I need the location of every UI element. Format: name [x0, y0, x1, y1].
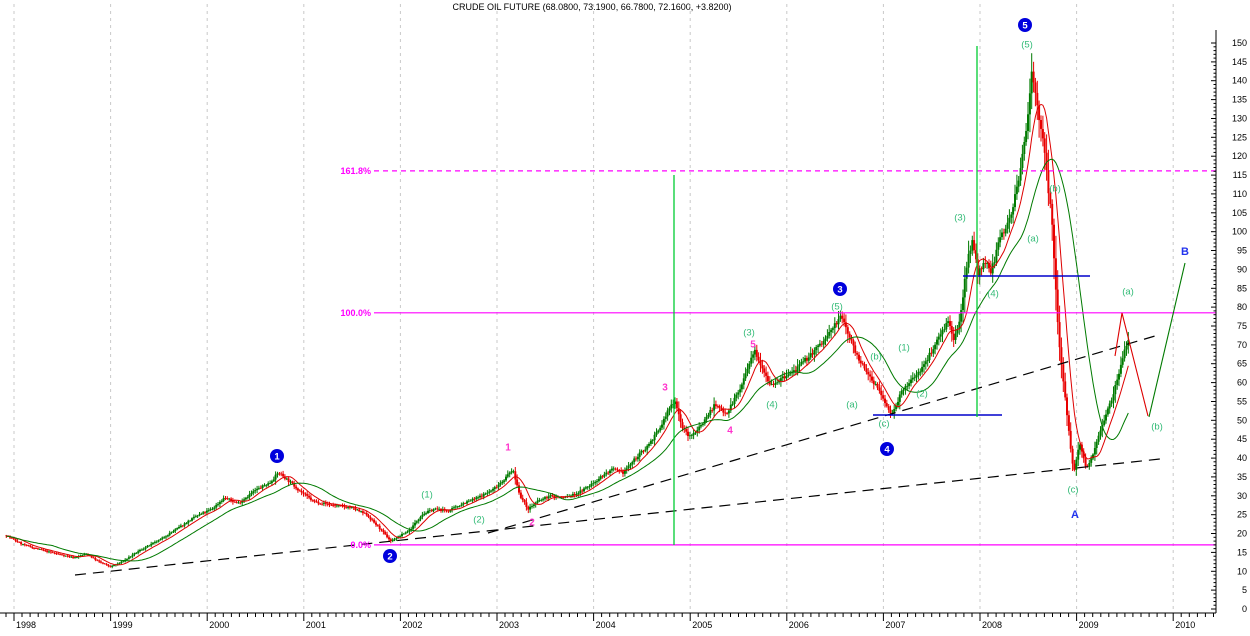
overlay-lines-layer	[74, 46, 1216, 576]
wave-circle-1: 1	[270, 449, 284, 463]
subwave-label-8: (c)	[878, 419, 889, 430]
price-label-35: 35	[1237, 472, 1247, 482]
price-label-40: 40	[1237, 453, 1247, 463]
subwave-label-13: (5)	[1021, 40, 1033, 51]
price-label-50: 50	[1237, 415, 1247, 425]
wave-circle-2: 2	[383, 549, 397, 563]
fib-label-0.0%: 0.0%	[350, 540, 371, 550]
year-label-2005: 2005	[692, 620, 712, 630]
price-label-65: 65	[1237, 359, 1247, 369]
subwave-label-12: (4)	[987, 289, 999, 300]
year-label-1999: 1999	[113, 620, 133, 630]
price-label-95: 95	[1237, 246, 1247, 256]
price-label-30: 30	[1237, 491, 1247, 501]
year-label-2007: 2007	[885, 620, 905, 630]
price-label-90: 90	[1237, 264, 1247, 274]
subwave-label-15: (b)	[1049, 184, 1061, 195]
wave-letter-B: B	[1181, 246, 1189, 258]
degree-number-4: 4	[727, 426, 733, 437]
trendline-1	[74, 458, 1161, 576]
candlestick-series	[5, 53, 1130, 569]
svg-text:1: 1	[274, 452, 280, 463]
axes-layer: 1998 1999 2000 2001 2002 2003 2004 2005 2006 2007…	[0, 30, 1247, 630]
projection-line-2	[1148, 262, 1186, 418]
price-label-110: 110	[1233, 189, 1247, 199]
fib-label-161.8%: 161.8%	[340, 166, 371, 176]
subwave-label-11: (3)	[954, 213, 966, 224]
price-label-100: 100	[1232, 227, 1247, 237]
wave-circle-3: 3	[833, 282, 847, 296]
year-label-1998: 1998	[16, 620, 36, 630]
ma-slow-line	[6, 158, 1129, 562]
price-label-150: 150	[1232, 38, 1247, 48]
subwave-label-16: (c)	[1067, 485, 1078, 496]
year-label-2003: 2003	[499, 620, 519, 630]
price-label-140: 140	[1232, 76, 1247, 86]
price-label-75: 75	[1237, 321, 1247, 331]
annotations-layer: 161.8% 100.0% 0.0% (1) (2) (3) (4) (5) (a) (b) (c)…	[270, 18, 1189, 563]
degree-number-1: 1	[505, 443, 511, 454]
subwave-label-18: (b)	[1151, 422, 1163, 433]
price-label-0: 0	[1242, 604, 1247, 614]
subwave-label-17: (a)	[1122, 287, 1134, 298]
subwave-label-1: (1)	[421, 490, 433, 501]
subwave-label-3: (3)	[743, 328, 755, 339]
svg-text:5: 5	[1022, 21, 1028, 32]
subwave-label-7: (b)	[870, 352, 882, 363]
year-label-2004: 2004	[596, 620, 616, 630]
degree-number-3: 3	[662, 383, 668, 394]
year-label-2006: 2006	[789, 620, 809, 630]
price-label-85: 85	[1237, 283, 1247, 293]
year-label-2001: 2001	[306, 620, 326, 630]
subwave-label-4: (4)	[766, 400, 778, 411]
wave-circle-4: 4	[880, 442, 894, 456]
price-label-5: 5	[1242, 585, 1247, 595]
subwave-label-5: (5)	[831, 302, 843, 313]
wave-letter-A: A	[1071, 509, 1079, 521]
subwave-label-9: (1)	[898, 343, 910, 354]
year-label-2010: 2010	[1175, 620, 1195, 630]
price-label-135: 135	[1232, 95, 1247, 105]
chart-title: CRUDE OIL FUTURE (68.0800, 73.1900, 66.7…	[452, 2, 731, 12]
year-label-2008: 2008	[982, 620, 1002, 630]
price-label-25: 25	[1237, 510, 1247, 520]
subwave-label-6: (a)	[846, 400, 858, 411]
price-label-120: 120	[1232, 151, 1247, 161]
price-label-55: 55	[1237, 396, 1247, 406]
price-label-15: 15	[1237, 547, 1247, 557]
svg-text:4: 4	[884, 445, 890, 456]
price-label-125: 125	[1232, 132, 1247, 142]
wave-circle-5: 5	[1018, 18, 1032, 32]
subwave-label-2: (2)	[473, 515, 485, 526]
price-label-10: 10	[1237, 566, 1247, 576]
year-label-2009: 2009	[1079, 620, 1099, 630]
subwave-label-10: (2)	[916, 389, 928, 400]
trendline-2	[487, 335, 1156, 534]
price-label-80: 80	[1237, 302, 1247, 312]
ma-fast-line	[6, 103, 1129, 566]
price-label-70: 70	[1237, 340, 1247, 350]
price-label-130: 130	[1232, 113, 1247, 123]
subwave-label-14: (a)	[1027, 234, 1039, 245]
price-label-60: 60	[1237, 378, 1247, 388]
price-label-45: 45	[1237, 434, 1247, 444]
price-series-layer	[5, 53, 1130, 569]
price-label-115: 115	[1233, 170, 1247, 180]
price-label-105: 105	[1232, 208, 1247, 218]
svg-text:2: 2	[387, 552, 392, 563]
year-label-2002: 2002	[402, 620, 422, 630]
price-label-145: 145	[1232, 57, 1247, 67]
svg-text:3: 3	[837, 285, 842, 296]
degree-number-5: 5	[750, 340, 756, 351]
year-label-2000: 2000	[209, 620, 229, 630]
fib-label-100.0%: 100.0%	[340, 308, 371, 318]
projection-line-1	[1114, 312, 1149, 417]
price-label-20: 20	[1237, 529, 1247, 539]
degree-number-2: 2	[529, 518, 535, 529]
